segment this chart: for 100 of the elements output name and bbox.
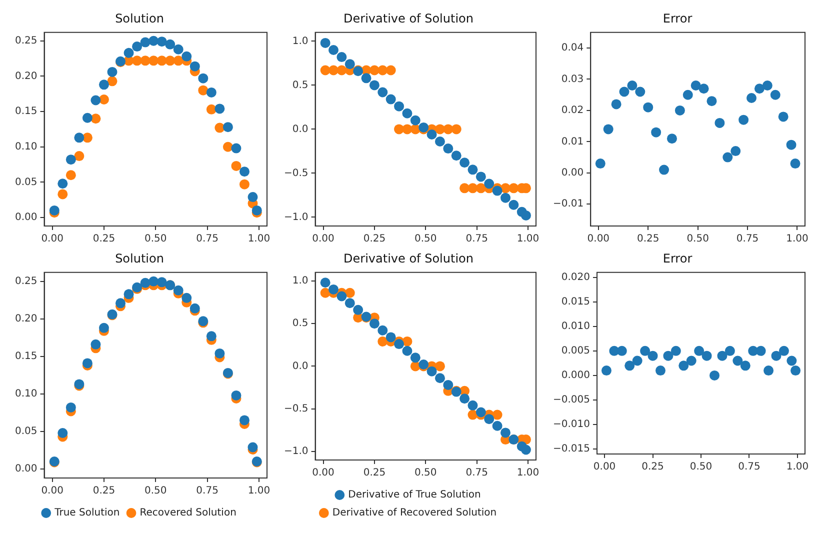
point <box>320 65 330 76</box>
point <box>434 136 445 147</box>
point <box>492 186 502 196</box>
point <box>320 38 330 48</box>
y-tick-label: 1.0 <box>292 36 308 47</box>
y-tick-label: 0.005 <box>561 346 590 357</box>
point <box>730 146 741 156</box>
y-tick-label: 0.20 <box>15 314 38 325</box>
point <box>771 350 782 361</box>
point <box>402 108 412 118</box>
y-tick-label: −0.010 <box>552 419 590 430</box>
point <box>328 284 339 294</box>
legend-label: True Solution <box>54 508 120 519</box>
point <box>252 205 262 216</box>
point <box>410 352 420 363</box>
point <box>443 144 454 154</box>
point <box>635 86 646 97</box>
chart-title: Error <box>662 251 692 266</box>
point <box>369 65 380 76</box>
y-tick-label: 0.04 <box>561 42 584 54</box>
y-tick-label: 0.02 <box>561 105 584 116</box>
point <box>460 158 470 168</box>
point <box>666 134 677 144</box>
legend-label: Derivative of Recovered Solution <box>332 508 497 519</box>
point <box>231 143 242 154</box>
x-tick-label: 0.25 <box>92 234 116 245</box>
point <box>386 94 396 104</box>
y-tick-label: −0.015 <box>552 444 590 455</box>
x-tick-label: 0.75 <box>738 462 760 473</box>
y-tick-label: 0.0 <box>292 360 308 372</box>
point <box>156 56 167 66</box>
point <box>595 158 606 169</box>
point <box>173 44 184 54</box>
point <box>670 346 681 356</box>
point <box>402 346 412 356</box>
x-tick-label: 0.25 <box>363 234 386 245</box>
point <box>74 132 84 143</box>
y-tick-label: −1.0 <box>284 212 308 223</box>
point <box>686 356 696 366</box>
point <box>394 101 404 112</box>
point <box>746 92 757 103</box>
point <box>132 56 142 66</box>
point <box>764 366 774 376</box>
point <box>328 65 339 76</box>
point <box>222 142 233 152</box>
point <box>344 59 355 70</box>
chart-title: Derivative of Solution <box>344 251 474 266</box>
point <box>90 95 101 106</box>
point <box>173 285 184 296</box>
point <box>190 61 200 72</box>
point <box>394 124 404 134</box>
point <box>678 360 689 371</box>
point <box>616 346 627 356</box>
point <box>361 73 372 84</box>
point <box>778 346 789 356</box>
point <box>66 402 76 412</box>
point <box>426 129 437 140</box>
point <box>756 346 766 356</box>
point <box>698 84 709 94</box>
point <box>140 37 150 48</box>
point <box>402 336 412 346</box>
point <box>410 115 420 126</box>
point <box>182 292 192 303</box>
point <box>651 127 662 138</box>
point <box>722 152 733 162</box>
y-tick-label: −0.01 <box>552 198 584 210</box>
y-tick-label: 0.000 <box>561 370 590 382</box>
point <box>520 210 531 220</box>
point <box>98 94 109 105</box>
point <box>682 90 693 100</box>
point <box>66 170 76 180</box>
point <box>148 276 159 286</box>
legend-label: Derivative of True Solution <box>348 490 481 501</box>
point <box>222 122 233 132</box>
point <box>82 112 92 123</box>
point <box>648 350 658 361</box>
x-tick-label: 0.00 <box>587 234 610 245</box>
point <box>492 410 502 420</box>
point <box>156 277 167 288</box>
point <box>754 84 764 94</box>
y-tick-label: 0.01 <box>561 136 584 148</box>
point <box>717 350 728 361</box>
point <box>369 318 380 329</box>
chart-title: Error <box>662 11 692 26</box>
x-tick-label: 0.75 <box>466 468 488 479</box>
point <box>214 122 225 133</box>
x-tick-label: 0.25 <box>92 486 116 497</box>
point <box>484 414 494 424</box>
y-tick-label: 0.5 <box>292 80 308 91</box>
point <box>500 192 510 203</box>
point <box>500 428 510 438</box>
y-tick-label: 0.5 <box>292 318 308 330</box>
y-tick-label: −0.5 <box>284 168 308 179</box>
point <box>214 104 225 114</box>
point <box>694 346 704 356</box>
y-tick-label: 0.00 <box>561 168 584 179</box>
point <box>786 140 796 150</box>
point <box>198 85 208 96</box>
point <box>328 45 339 55</box>
point <box>132 42 142 52</box>
